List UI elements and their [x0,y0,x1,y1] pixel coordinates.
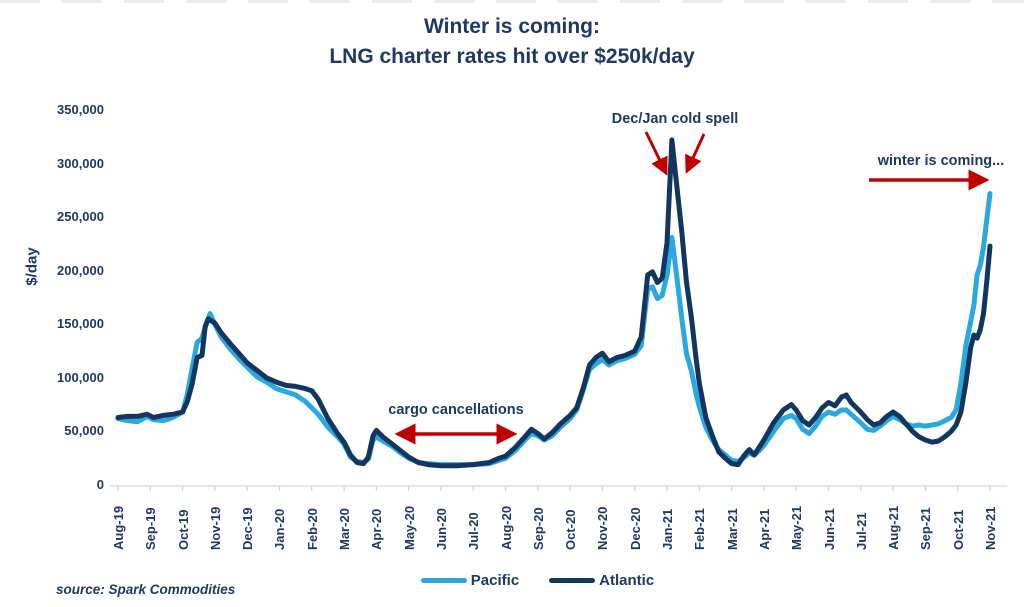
source-credit: source: Spark Commodities [56,582,236,597]
y-tick-label: 350,000 [57,102,104,117]
y-tick-label: 200,000 [57,262,104,278]
y-tick-label: 150,000 [57,316,104,332]
legend-item-pacific: Pacific [420,572,520,589]
y-tick-label: 100,000 [57,369,104,385]
data-series [115,137,993,469]
cold-spell-left-arrow [644,131,668,176]
y-tick-label: 250,000 [57,209,104,225]
legend-label-atlantic: Atlantic [599,572,655,589]
pacific-line-swatch [420,578,467,583]
atlantic-line [115,137,993,469]
chart-legend: Pacific Atlantic [50,572,1024,589]
legend-label-pacific: Pacific [470,572,520,589]
chart-title-line1: Winter is coming: [424,15,600,38]
y-tick-label: 50,000 [64,423,104,439]
cold-spell-right-arrow [685,133,706,174]
pacific-line [115,191,993,468]
chart-title-line2: LNG charter rates hit over $250k/day [329,45,695,68]
annotation-cargo-cancellations: cargo cancellations [388,402,524,418]
slide-top-dashed-border [0,0,1024,3]
annotation-winter-is-coming: winter is coming... [877,153,1005,169]
y-tick-label: 0 [96,477,104,492]
x-axis-line [110,485,1007,491]
legend-item-atlantic: Atlantic [549,572,654,589]
chart-title: Winter is coming: LNG charter rates hit … [0,12,1024,72]
annotation-arrows [394,131,990,445]
y-tick-label: 300,000 [57,155,104,171]
atlantic-line-swatch [549,578,596,583]
annotation-cold-spell: Dec/Jan cold spell [611,111,739,127]
